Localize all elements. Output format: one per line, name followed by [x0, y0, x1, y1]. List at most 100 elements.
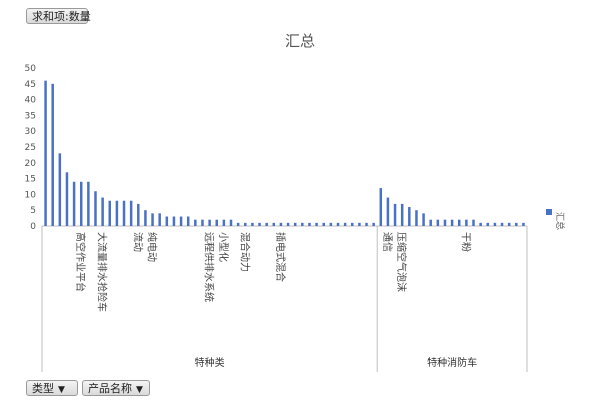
category-label: 流动	[131, 232, 144, 252]
legend-swatch	[546, 209, 552, 215]
category-label: 干粉	[459, 232, 472, 252]
bar	[144, 210, 146, 226]
category-label: 通信	[381, 232, 393, 252]
bar	[487, 223, 489, 226]
bar	[201, 220, 203, 226]
bar	[158, 213, 160, 226]
bar	[294, 223, 296, 226]
bar	[372, 223, 374, 226]
bar	[451, 220, 453, 226]
bar	[44, 81, 46, 226]
bar	[330, 223, 332, 226]
bar	[315, 223, 317, 226]
category-label: 小型化	[217, 232, 230, 262]
bar	[280, 223, 282, 226]
row-field-type[interactable]: 类型 ▼	[26, 380, 78, 396]
bar	[437, 220, 439, 226]
row-field-product-label: 产品名称	[88, 382, 132, 395]
bar	[508, 223, 510, 226]
bar	[401, 204, 403, 226]
bar	[130, 201, 132, 226]
bar	[251, 223, 253, 226]
bar-series	[44, 81, 524, 226]
group-label: 特种消防车	[427, 356, 477, 369]
category-label: 远程供排水系统	[203, 232, 216, 302]
filter-icon[interactable]: ▼	[58, 382, 65, 398]
row-field-product[interactable]: 产品名称 ▼	[82, 380, 150, 396]
bar	[230, 220, 232, 226]
y-tick-label: 50	[25, 64, 37, 74]
y-tick-label: 35	[25, 111, 36, 121]
bar	[215, 220, 217, 226]
bar	[429, 220, 431, 226]
bar	[258, 223, 260, 226]
bar	[151, 213, 153, 226]
group-label: 特种类	[195, 356, 225, 369]
bar	[273, 223, 275, 226]
bar	[244, 223, 246, 226]
y-tick-label: 5	[30, 206, 36, 216]
bar	[265, 223, 267, 226]
bar	[479, 223, 481, 226]
bar	[237, 223, 239, 226]
bar	[66, 172, 68, 226]
bar	[137, 204, 139, 226]
bar	[223, 220, 225, 226]
chart-title: 汇总	[285, 32, 315, 50]
bar	[408, 207, 410, 226]
bar	[358, 223, 360, 226]
bar	[344, 223, 346, 226]
bar	[322, 223, 324, 226]
category-label: 大流量排水抢险车	[96, 232, 109, 312]
bar	[287, 223, 289, 226]
bar	[465, 220, 467, 226]
y-tick-label: 40	[25, 96, 37, 106]
bar	[59, 153, 61, 226]
category-label: 混合动力	[238, 232, 251, 272]
y-tick-label: 20	[25, 159, 37, 169]
y-axis: 05101520253035404550	[25, 64, 527, 232]
y-tick-label: 25	[25, 143, 36, 153]
bar	[51, 84, 53, 226]
bar	[308, 223, 310, 226]
bar	[180, 217, 182, 226]
bar	[166, 217, 168, 226]
bar	[380, 188, 382, 226]
bar	[387, 198, 389, 226]
category-label: 压缩空气泡沫	[395, 232, 408, 292]
bar	[522, 223, 524, 226]
bar	[80, 182, 82, 226]
bar	[301, 223, 303, 226]
bar	[101, 198, 103, 226]
bar	[365, 223, 367, 226]
bar	[94, 191, 96, 226]
bar	[208, 220, 210, 226]
bar	[337, 223, 339, 226]
bar	[394, 204, 396, 226]
bar	[87, 182, 89, 226]
y-tick-label: 15	[25, 175, 36, 185]
y-tick-label: 0	[30, 222, 36, 232]
bar	[444, 220, 446, 226]
bar	[173, 217, 175, 226]
bar	[458, 220, 460, 226]
bar	[194, 220, 196, 226]
bar	[109, 201, 111, 226]
row-field-type-label: 类型	[32, 382, 54, 395]
x-axis-labels: 高空作业平台大流量排水抢险车流动纯电动远程供排水系统小型化混合动力插电式混合通信…	[74, 232, 472, 312]
bar	[501, 223, 503, 226]
bar	[515, 223, 517, 226]
legend-label: 汇总	[554, 212, 566, 230]
bar	[422, 213, 424, 226]
y-tick-label: 45	[25, 80, 36, 90]
bar	[351, 223, 353, 226]
category-label: 高空作业平台	[74, 232, 87, 292]
bar	[123, 201, 125, 226]
bar	[73, 182, 75, 226]
dropdown-arrow-icon[interactable]: ▼	[136, 382, 143, 398]
y-tick-label: 30	[25, 127, 37, 137]
bar	[116, 201, 118, 226]
bar	[415, 210, 417, 226]
category-label: 插电式混合	[274, 232, 287, 282]
